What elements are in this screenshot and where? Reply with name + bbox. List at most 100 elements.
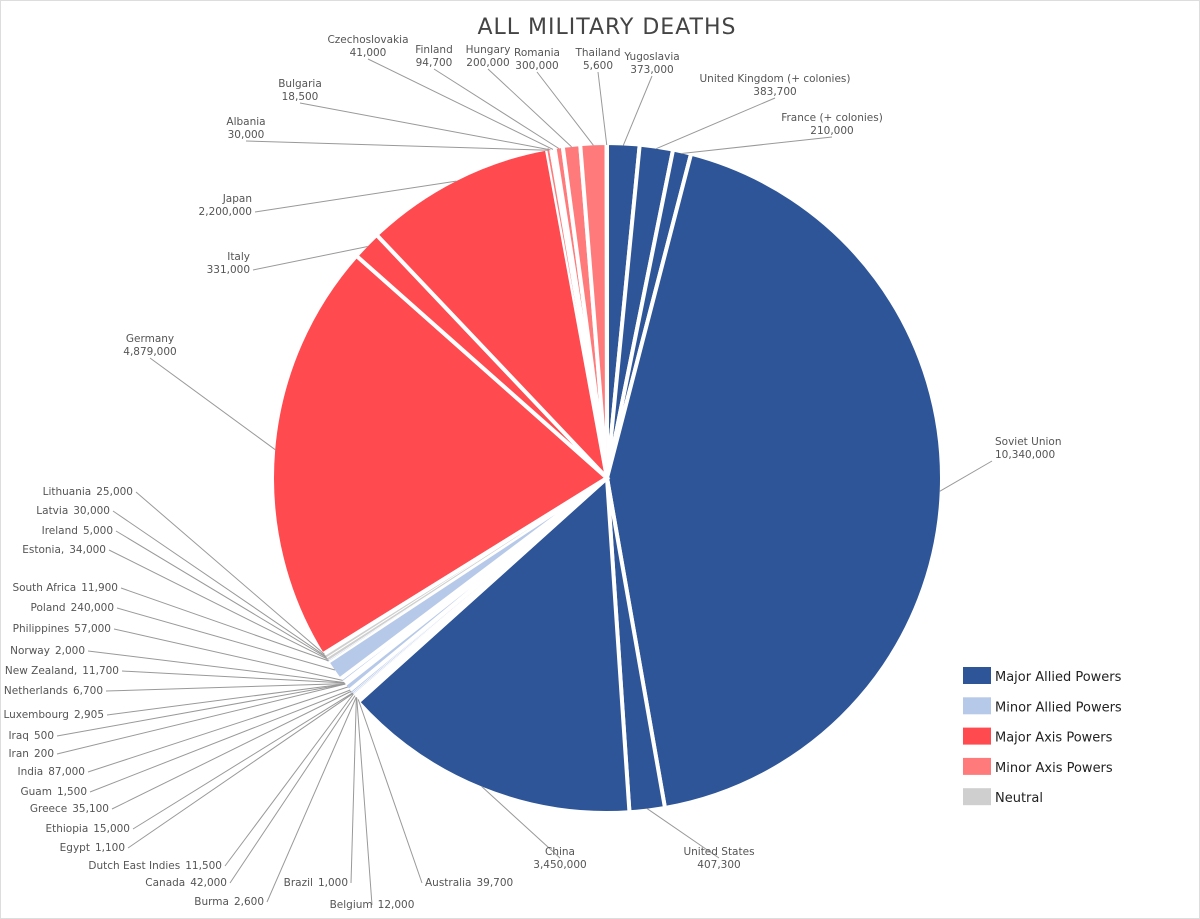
label-value: 2,200,000	[199, 206, 252, 218]
leader-line-brazil	[350, 697, 357, 884]
legend-label-neutral: Neutral	[995, 791, 1043, 806]
leader-line-iran	[56, 683, 346, 755]
label-value: 18,500	[282, 91, 319, 103]
label-name: Albania	[226, 116, 265, 128]
label-name: United Kingdom (+ colonies)	[700, 73, 851, 85]
leader-line-bulgaria	[299, 102, 551, 151]
legend-label-minor-axis-powers: Minor Axis Powers	[995, 761, 1113, 776]
leader-line-italy	[252, 245, 368, 271]
label-name: Italy	[227, 251, 250, 263]
leader-lines	[56, 58, 993, 906]
label-value: 41,000	[350, 47, 387, 59]
label-name: Greece	[30, 803, 67, 815]
label-value: 11,500	[185, 860, 222, 872]
pie-slices	[270, 140, 944, 815]
leader-line-romania	[536, 71, 594, 146]
label-australia: Australia 39,700	[425, 877, 513, 889]
label-name: Thailand	[574, 47, 620, 59]
label-value: 2,600	[234, 896, 264, 908]
label-value: 39,700	[476, 877, 513, 889]
label-value: 500	[34, 730, 54, 742]
label-name: Burma	[194, 896, 229, 908]
label-value: 200,000	[466, 57, 509, 69]
leader-line-germany	[149, 357, 276, 451]
label-iran: Iran 200	[8, 748, 54, 760]
leader-line-guam	[89, 689, 351, 793]
label-india: India 87,000	[17, 766, 85, 778]
label-france-colonies: France (+ colonies) 210,000	[781, 112, 883, 137]
leader-line-france-colonies	[681, 136, 833, 154]
chart-title: ALL MILITARY DEATHS	[478, 15, 737, 40]
label-value: 4,879,000	[123, 346, 176, 358]
leader-line-latvia	[112, 510, 327, 657]
label-finland: Finland 94,700	[415, 44, 453, 69]
label-value: 331,000	[207, 264, 250, 276]
label-name: Bulgaria	[278, 78, 322, 90]
label-yugoslavia: Yugoslavia 373,000	[623, 51, 679, 76]
label-name: Japan	[222, 193, 252, 205]
label-soviet-union: Soviet Union 10,340,000	[995, 436, 1061, 461]
label-value: 57,000	[74, 623, 111, 635]
label-name: Ethiopia	[45, 823, 88, 835]
label-name: Czechoslovakia	[327, 34, 408, 46]
label-name: United States	[683, 846, 754, 858]
label-dutch-east-indies: Dutch East Indies 11,500	[88, 860, 222, 872]
label-iraq: Iraq 500	[8, 730, 54, 742]
leader-line-finland	[433, 68, 560, 149]
leader-line-ethiopia	[132, 692, 353, 830]
legend-swatch-neutral	[963, 788, 991, 806]
slice-germany[interactable]	[270, 252, 611, 658]
label-value: 10,340,000	[995, 449, 1055, 461]
leader-line-new-zealand	[121, 670, 345, 684]
label-name: Hungary	[466, 44, 511, 56]
leader-line-burma	[266, 696, 357, 903]
label-bulgaria: Bulgaria 18,500	[278, 78, 322, 103]
label-united-states: United States 407,300	[683, 846, 754, 871]
legend-label-minor-allied-powers: Minor Allied Powers	[995, 700, 1122, 715]
label-philippines: Philippines 57,000	[13, 623, 111, 635]
label-belgium: Belgium 12,000	[330, 899, 415, 911]
label-value: 1,100	[95, 842, 125, 854]
leader-line-soviet-union	[939, 460, 993, 492]
label-name: China	[545, 846, 575, 858]
slice-soviet-union[interactable]	[604, 151, 944, 811]
label-name: Netherlands	[4, 685, 68, 697]
label-name: Iraq	[8, 730, 29, 742]
label-poland: Poland 240,000	[31, 602, 114, 614]
leader-line-japan	[254, 180, 457, 213]
label-lithuania: Lithuania 25,000	[43, 486, 133, 498]
label-name: Lithuania	[43, 486, 92, 498]
label-burma: Burma 2,600	[194, 896, 264, 908]
label-value: 25,000	[96, 486, 133, 498]
label-netherlands: Netherlands 6,700	[4, 685, 103, 697]
label-name: Ireland	[42, 525, 78, 537]
slice-labels: Yugoslavia 373,000 United Kingdom (+ colon…	[3, 34, 1061, 911]
label-value: 6,700	[73, 685, 103, 697]
label-name: New Zealand,	[5, 665, 77, 677]
leader-line-albania	[245, 140, 549, 151]
label-albania: Albania 30,000	[226, 116, 265, 141]
label-value: 383,700	[753, 86, 796, 98]
legend-label-major-axis-powers: Major Axis Powers	[995, 731, 1113, 746]
label-romania: Romania 300,000	[514, 47, 560, 72]
legend-swatch-minor-axis-powers	[963, 757, 991, 775]
label-name: Finland	[415, 44, 453, 56]
label-value: 407,300	[697, 859, 740, 871]
leader-line-lithuania	[135, 491, 325, 655]
label-italy: Italy 331,000	[207, 251, 250, 276]
leader-line-south-africa	[120, 587, 329, 662]
label-value: 42,000	[190, 877, 227, 889]
leader-line-czechoslovakia	[367, 58, 554, 150]
leader-line-poland	[116, 607, 336, 671]
label-latvia: Latvia 30,000	[36, 505, 110, 517]
legend-swatch-major-allied-powers	[963, 667, 991, 684]
label-value: 11,700	[82, 665, 119, 677]
label-china: China 3,450,000	[533, 846, 586, 871]
label-value: 35,100	[72, 803, 109, 815]
slice-japan[interactable]	[373, 146, 611, 485]
leader-line-estonia	[108, 549, 328, 660]
leader-line-iraq	[56, 683, 346, 737]
label-name: Brazil	[284, 877, 313, 889]
slice-china[interactable]	[355, 473, 632, 815]
label-greece: Greece 35,100	[30, 803, 109, 815]
